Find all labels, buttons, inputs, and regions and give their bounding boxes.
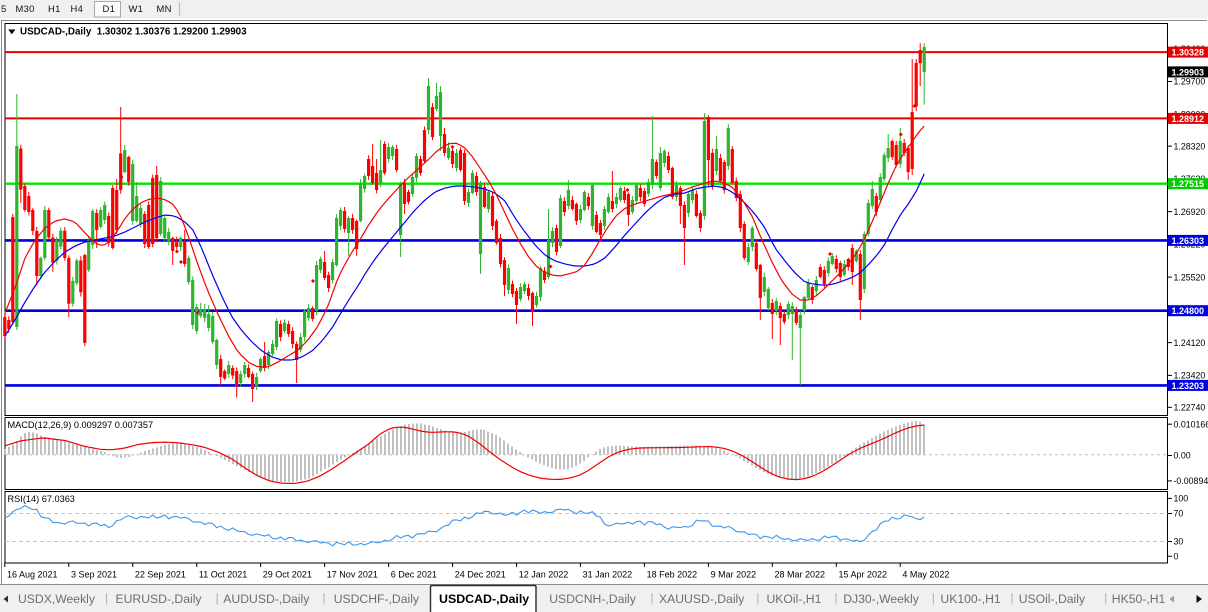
svg-text:28 Mar 2022: 28 Mar 2022 [775, 570, 826, 580]
svg-text:1.26920: 1.26920 [1174, 207, 1206, 217]
svg-text:5: 5 [1, 3, 6, 14]
svg-text:H1: H1 [48, 3, 61, 14]
svg-text:24 Dec 2021: 24 Dec 2021 [455, 570, 506, 580]
svg-text:1.29700: 1.29700 [1174, 77, 1206, 87]
svg-text:USDCNH-,Daily: USDCNH-,Daily [549, 592, 637, 606]
svg-text:|: | [1011, 591, 1014, 605]
svg-text:0: 0 [1174, 551, 1179, 561]
svg-text:1.28912: 1.28912 [1172, 114, 1205, 124]
svg-text:USDCAD-,Daily: USDCAD-,Daily [439, 592, 529, 606]
svg-text:11 Oct 2021: 11 Oct 2021 [199, 570, 247, 580]
svg-text:31 Jan 2022: 31 Jan 2022 [583, 570, 633, 580]
svg-text:1.24800: 1.24800 [1172, 306, 1205, 316]
svg-text:|: | [835, 591, 838, 605]
svg-text:4 May 2022: 4 May 2022 [902, 570, 949, 580]
svg-text:HK50-,H1: HK50-,H1 [1112, 592, 1166, 606]
svg-text:USOil-,Daily: USOil-,Daily [1019, 592, 1086, 606]
svg-text:6 Dec 2021: 6 Dec 2021 [391, 570, 437, 580]
svg-text:18 Feb 2022: 18 Feb 2022 [647, 570, 698, 580]
svg-text:USDCHF-,Daily: USDCHF-,Daily [334, 592, 420, 606]
svg-text:30: 30 [1174, 537, 1184, 547]
svg-text:12 Jan 2022: 12 Jan 2022 [519, 570, 569, 580]
svg-text:|: | [932, 591, 935, 605]
svg-text:H4: H4 [71, 3, 84, 14]
svg-text:1.23420: 1.23420 [1174, 371, 1206, 381]
svg-text:1.26303: 1.26303 [1172, 236, 1205, 246]
svg-text:22 Sep 2021: 22 Sep 2021 [135, 570, 186, 580]
svg-text:USDCAD-,Daily 1.30302 1.30376: USDCAD-,Daily 1.30302 1.30376 1.29200 1.… [20, 27, 247, 38]
svg-text:1.23203: 1.23203 [1172, 381, 1205, 391]
svg-text:RSI(14) 67.0363: RSI(14) 67.0363 [8, 494, 75, 504]
svg-text:|: | [756, 591, 759, 605]
svg-text:UK100-,H1: UK100-,H1 [940, 592, 1001, 606]
svg-text:|: | [1104, 591, 1107, 605]
svg-text:1.22740: 1.22740 [1174, 403, 1206, 413]
svg-text:70: 70 [1174, 509, 1184, 519]
svg-text:9 Mar 2022: 9 Mar 2022 [711, 570, 757, 580]
svg-text:|: | [216, 591, 219, 605]
svg-text:15 Apr 2022: 15 Apr 2022 [839, 570, 888, 580]
svg-text:M30: M30 [16, 3, 35, 14]
svg-text:3 Sep 2021: 3 Sep 2021 [71, 570, 117, 580]
svg-text:|: | [650, 591, 653, 605]
svg-text:MACD(12,26,9) 0.009297 0.00735: MACD(12,26,9) 0.009297 0.007357 [8, 420, 154, 430]
svg-text:UKOil-,H1: UKOil-,H1 [767, 592, 822, 606]
svg-text:1.24120: 1.24120 [1174, 338, 1206, 348]
svg-text:17 Nov 2021: 17 Nov 2021 [327, 570, 378, 580]
svg-text:29 Oct 2021: 29 Oct 2021 [263, 570, 312, 580]
svg-text:D1: D1 [103, 3, 116, 14]
svg-text:0.010166: 0.010166 [1174, 419, 1208, 429]
svg-text:1.25520: 1.25520 [1174, 272, 1206, 282]
svg-text:1.29903: 1.29903 [1172, 67, 1205, 77]
svg-text:100: 100 [1174, 494, 1189, 504]
svg-text:1.27515: 1.27515 [1172, 179, 1205, 189]
svg-text:XAUUSD-,Daily: XAUUSD-,Daily [659, 592, 745, 606]
svg-text:W1: W1 [129, 3, 144, 14]
svg-text:1.30328: 1.30328 [1172, 48, 1205, 58]
svg-text:1.28320: 1.28320 [1174, 141, 1206, 151]
svg-text:USDX,Weekly: USDX,Weekly [18, 592, 96, 606]
svg-text:AUDUSD-,Daily: AUDUSD-,Daily [223, 592, 310, 606]
svg-text:EURUSD-,Daily: EURUSD-,Daily [116, 592, 203, 606]
svg-text:0.00: 0.00 [1174, 451, 1191, 461]
svg-text:MN: MN [157, 3, 172, 14]
svg-text:|: | [105, 591, 108, 605]
svg-text:-0.00894: -0.00894 [1174, 476, 1208, 486]
svg-text:DJ30-,Weekly: DJ30-,Weekly [843, 592, 920, 606]
svg-text:|: | [322, 591, 325, 605]
svg-text:16 Aug 2021: 16 Aug 2021 [7, 570, 58, 580]
